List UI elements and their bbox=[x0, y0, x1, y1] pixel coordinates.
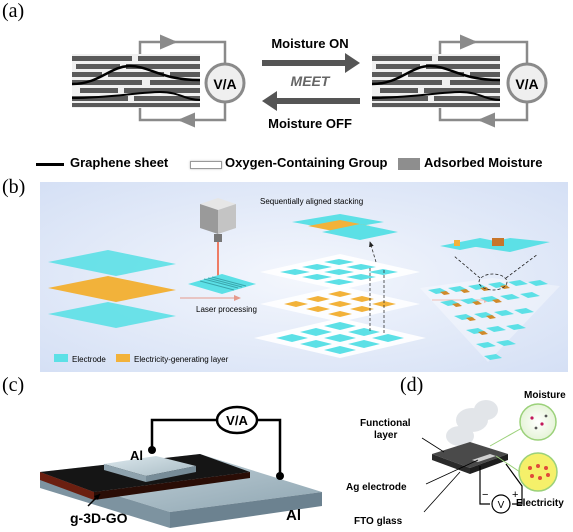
al-top-label: Al bbox=[130, 448, 143, 463]
moisture-label: Moisture bbox=[524, 390, 566, 401]
circuit-d bbox=[479, 463, 523, 505]
functional-layer-label-2: layer bbox=[374, 430, 397, 441]
panel-c-label: (c) bbox=[2, 374, 25, 396]
moisture-off-label: Moisture OFF bbox=[268, 116, 352, 131]
graphene-block-left bbox=[71, 54, 201, 108]
electricity-bubble bbox=[518, 452, 558, 492]
circuit-wires bbox=[150, 418, 282, 474]
generating-layer-legend-label: Electricity-generating layer bbox=[134, 355, 229, 364]
al-bottom-label: Al bbox=[286, 507, 301, 524]
moisture-legend-swatch bbox=[398, 158, 420, 170]
electrode-grid-bottom bbox=[254, 318, 426, 358]
oxygen-legend-label: Oxygen-Containing Group bbox=[225, 155, 388, 170]
panel-a-label: (a) bbox=[2, 0, 25, 22]
meter-left-icon bbox=[204, 62, 246, 104]
panel-b-label: (b) bbox=[2, 176, 26, 198]
ag-electrode-label: Ag electrode bbox=[346, 482, 407, 493]
electrode-legend-label: Electrode bbox=[72, 355, 106, 364]
graphene-legend-swatch bbox=[36, 163, 64, 166]
functional-layer-label-1: Functional bbox=[360, 418, 411, 429]
meter-left-label: V/A bbox=[213, 76, 236, 92]
legend-row: Graphene sheet Oxygen-Containing Group A… bbox=[36, 154, 573, 174]
layer-stack bbox=[48, 250, 176, 328]
electrode-legend-swatch bbox=[54, 354, 68, 362]
graphene-legend-label: Graphene sheet bbox=[70, 155, 169, 170]
panel-a-diagram: V/A Moisture ON MEET Moisture OFF V/A bbox=[71, 34, 548, 131]
stack-guide-lines bbox=[369, 241, 385, 334]
plus-sign: + bbox=[512, 489, 518, 501]
electricity-label: Electricity bbox=[516, 498, 564, 509]
stacking-label: Sequentially aligned stacking bbox=[260, 197, 363, 206]
electrode-grid-top bbox=[260, 254, 420, 290]
moisture-on-label: Moisture ON bbox=[271, 36, 348, 51]
voltmeter-d-icon bbox=[491, 494, 511, 514]
panel-c-diagram: V/A Al Al g-3D-GO bbox=[40, 405, 322, 528]
panel-d-label: (d) bbox=[400, 374, 424, 396]
moisture-legend-label: Adsorbed Moisture bbox=[424, 155, 543, 170]
meet-label: MEET bbox=[291, 73, 331, 89]
meter-right-label: V/A bbox=[515, 76, 538, 92]
meter-right-icon bbox=[506, 62, 548, 104]
circuit-left bbox=[138, 34, 227, 128]
arrow-right-icon bbox=[262, 53, 360, 73]
meter-c-icon bbox=[215, 405, 259, 435]
circuit-right bbox=[438, 34, 529, 128]
oxygen-legend-swatch bbox=[190, 161, 222, 169]
generating-layer-legend-swatch bbox=[116, 354, 130, 362]
laser-processing-label: Laser processing bbox=[196, 305, 257, 314]
panel-d-diagram: V − + Functional layer Moisture Ag elect… bbox=[346, 390, 566, 527]
voltmeter-d-label: V bbox=[498, 500, 505, 511]
moisture-cloud bbox=[446, 400, 498, 446]
zoom-element bbox=[440, 238, 550, 252]
moisture-bubble bbox=[519, 403, 557, 441]
final-array bbox=[420, 253, 560, 362]
stacking-element bbox=[292, 214, 398, 240]
minus-sign: − bbox=[482, 489, 488, 501]
laser-substrate bbox=[188, 274, 256, 294]
functional-layer bbox=[432, 442, 508, 468]
g-3d-go-label: g-3D-GO bbox=[70, 510, 128, 526]
al-top-electrode bbox=[104, 456, 196, 476]
fto-glass-label: FTO glass bbox=[354, 516, 403, 527]
panel-b-diagram: Laser processing Sequentially aligned st… bbox=[40, 182, 568, 372]
laser-icon bbox=[200, 198, 236, 282]
meter-c-label: V/A bbox=[226, 413, 248, 428]
generating-grid-middle bbox=[260, 286, 420, 322]
arrow-left-icon bbox=[262, 91, 360, 111]
graphene-block-right bbox=[371, 54, 501, 108]
